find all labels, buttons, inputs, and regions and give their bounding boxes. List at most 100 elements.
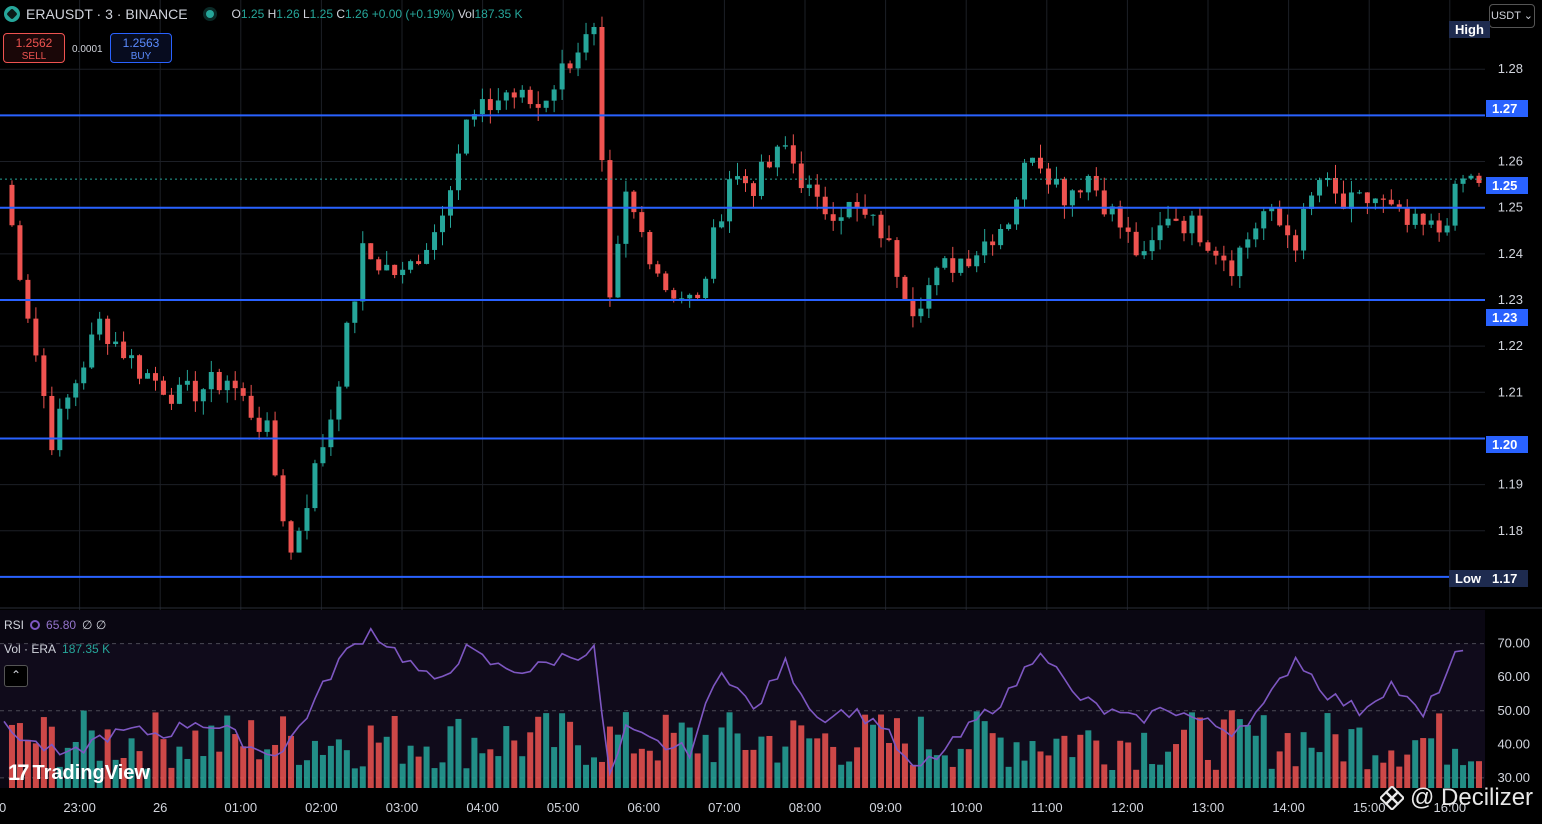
- high-value: 1.26: [276, 7, 300, 21]
- candle-body: [1317, 180, 1323, 196]
- candle-body: [232, 380, 238, 389]
- rsi-value: 65.80: [46, 618, 77, 632]
- price-tick-label: 1.24: [1498, 246, 1523, 261]
- candle: [543, 100, 549, 113]
- candle: [184, 369, 190, 391]
- candle: [519, 85, 525, 103]
- volume-bar: [56, 766, 63, 788]
- candle-body: [559, 63, 565, 90]
- volume-bar: [1244, 724, 1251, 788]
- volume-bar: [1069, 757, 1076, 788]
- volume-bar: [423, 746, 430, 788]
- candle: [1141, 241, 1147, 260]
- candle: [1133, 222, 1139, 257]
- candle-body: [695, 294, 701, 299]
- candle: [703, 276, 709, 300]
- volume-bar: [638, 748, 645, 788]
- volume-bar: [1037, 751, 1044, 788]
- candle: [224, 375, 230, 403]
- candle-body: [1364, 192, 1370, 204]
- volume-bar: [367, 725, 374, 788]
- rsi-settings-icon[interactable]: [30, 620, 41, 630]
- candle: [376, 256, 382, 275]
- buy-price: 1.2563: [122, 36, 160, 50]
- rsi-extra: ∅ ∅: [82, 618, 107, 632]
- candle: [1468, 173, 1474, 179]
- volume-bar: [535, 716, 542, 788]
- rsi-legend[interactable]: RSI 65.80 ∅ ∅: [4, 618, 106, 632]
- low-label: Low: [1449, 570, 1487, 587]
- volume-bar: [1125, 742, 1132, 788]
- sell-button[interactable]: 1.2562 SELL: [3, 33, 65, 63]
- candle-body: [727, 179, 733, 222]
- candle-body: [519, 89, 525, 98]
- volume-bar: [80, 710, 87, 788]
- volume-bar: [208, 725, 215, 788]
- price-tick-label: 1.28: [1498, 61, 1523, 76]
- symbol-title[interactable]: ERAUSDT · 3 · BINANCE: [26, 6, 188, 22]
- candle-body: [974, 255, 980, 267]
- candle-body: [184, 380, 190, 385]
- volume-bar: [327, 745, 334, 788]
- volume-bar: [1021, 760, 1028, 788]
- candle: [615, 235, 621, 299]
- rsi-tick-label: 40.00: [1497, 736, 1530, 751]
- volume-bar: [88, 730, 95, 788]
- volume-legend[interactable]: Vol · ERA 187.35 K: [4, 642, 110, 656]
- volume-bar: [1284, 733, 1291, 788]
- volume-bar: [559, 713, 566, 788]
- tradingview-text: TradingView: [32, 761, 150, 784]
- volume-bar: [941, 755, 948, 788]
- volume-bar: [192, 730, 199, 788]
- volume-bar: [319, 754, 326, 788]
- volume-bar: [1388, 750, 1395, 788]
- candle: [1165, 205, 1171, 228]
- volume-bar: [575, 745, 582, 788]
- volume-bar: [1460, 765, 1467, 788]
- candle: [1006, 222, 1012, 231]
- candle: [583, 22, 589, 61]
- candle: [160, 376, 166, 396]
- candle: [408, 259, 414, 274]
- buy-button[interactable]: 1.2563 BUY: [110, 33, 172, 63]
- volume-bar: [1348, 729, 1355, 788]
- candle: [463, 119, 469, 156]
- candle: [822, 186, 828, 220]
- candle: [1444, 218, 1450, 236]
- price-tick-label: 1.21: [1498, 384, 1523, 399]
- candle-body: [1340, 193, 1346, 209]
- candle-body: [687, 294, 693, 299]
- candle-body: [296, 530, 302, 553]
- candle-body: [1285, 225, 1291, 236]
- volume-bar: [1005, 766, 1012, 788]
- candle-body: [527, 89, 533, 105]
- candle-body: [1205, 242, 1211, 251]
- candle: [870, 213, 876, 226]
- volume-bar: [710, 762, 717, 788]
- candle-body: [902, 276, 908, 299]
- volume-bar: [1133, 769, 1140, 788]
- time-tick-label: 14:00: [1272, 800, 1305, 815]
- candle-body: [97, 318, 103, 335]
- collapse-icon[interactable]: ⌃: [4, 665, 28, 687]
- open-value: 1.25: [240, 7, 265, 21]
- volume-bar: [479, 753, 486, 788]
- price-tick-label: 1.23: [1498, 292, 1523, 307]
- volume-bar: [511, 740, 518, 788]
- candle-body: [1157, 225, 1163, 241]
- candle: [1197, 207, 1203, 247]
- volume-bar: [184, 758, 191, 788]
- candle-body: [224, 380, 230, 391]
- candle-body: [312, 463, 318, 509]
- time-tick-label: 08:00: [789, 800, 822, 815]
- candle: [782, 136, 788, 150]
- candle: [296, 527, 302, 553]
- volume-bar: [965, 749, 972, 788]
- candle-body: [1022, 162, 1028, 200]
- currency-selector[interactable]: USDT ⌄: [1489, 4, 1535, 28]
- candle-body: [1269, 207, 1275, 212]
- candle-body: [1141, 251, 1147, 256]
- volume-bar: [933, 755, 940, 788]
- volume-bar: [870, 724, 877, 788]
